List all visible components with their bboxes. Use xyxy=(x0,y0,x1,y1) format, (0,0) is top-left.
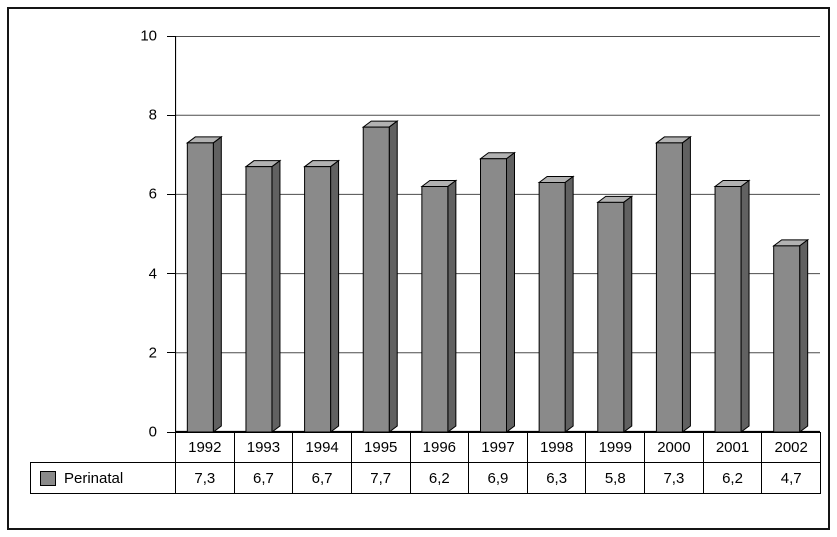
value-cell-1993: 6,7 xyxy=(233,462,294,494)
value-cell-2002: 4,7 xyxy=(761,462,821,494)
value-cell-1997: 6,9 xyxy=(468,462,528,494)
figure-border xyxy=(7,7,830,530)
value-cell-2000: 7,3 xyxy=(644,462,704,494)
bar-side-1995 xyxy=(388,120,398,433)
bar-side-2002 xyxy=(799,238,809,433)
legend: Perinatal xyxy=(30,462,176,494)
bar-1997 xyxy=(480,158,507,433)
bar-side-1993 xyxy=(271,159,281,433)
bar-side-1999 xyxy=(623,195,633,433)
bar-1995 xyxy=(362,126,390,433)
bar-side-1998 xyxy=(564,175,574,433)
plot-area xyxy=(175,36,820,433)
y-tick-mark-6 xyxy=(167,193,175,195)
year-cell-1998: 1998 xyxy=(526,432,587,463)
y-tick-label-8: 8 xyxy=(148,106,157,124)
year-cell-2001: 2001 xyxy=(702,432,763,463)
y-tick-mark-2 xyxy=(167,352,175,354)
year-cell-1992: 1992 xyxy=(175,432,235,463)
value-cell-1995: 7,7 xyxy=(350,462,411,494)
year-cell-1994: 1994 xyxy=(292,432,352,463)
y-tick-mark-0 xyxy=(167,431,175,433)
bar-1998 xyxy=(538,182,566,433)
y-tick-label-0: 0 xyxy=(148,423,157,441)
y-tick-mark-10 xyxy=(167,35,175,37)
y-tick-label-6: 6 xyxy=(148,185,157,203)
bar-2002 xyxy=(773,245,801,433)
bar-side-1996 xyxy=(447,179,457,433)
year-cell-1997: 1997 xyxy=(468,432,528,463)
bar-2001 xyxy=(714,185,742,433)
bar-1996 xyxy=(421,185,449,433)
value-cell-1994: 6,7 xyxy=(292,462,352,494)
year-cell-2002: 2002 xyxy=(761,432,821,463)
value-cell-1999: 5,8 xyxy=(585,462,646,494)
y-tick-mark-4 xyxy=(167,273,175,275)
legend-label: Perinatal xyxy=(64,469,124,487)
bar-2000 xyxy=(655,142,683,433)
year-cell-1996: 1996 xyxy=(409,432,470,463)
year-cell-1995: 1995 xyxy=(350,432,411,463)
year-cell-2000: 2000 xyxy=(644,432,704,463)
value-cell-1998: 6,3 xyxy=(526,462,587,494)
bar-side-2000 xyxy=(681,135,691,433)
y-tick-mark-8 xyxy=(167,114,175,116)
bar-1999 xyxy=(597,201,625,433)
y-tick-label-4: 4 xyxy=(148,265,157,283)
year-cell-1993: 1993 xyxy=(233,432,294,463)
year-cell-1999: 1999 xyxy=(585,432,646,463)
y-tick-label-10: 10 xyxy=(140,27,157,45)
bar-side-1992 xyxy=(212,135,222,433)
value-cell-2001: 6,2 xyxy=(702,462,763,494)
bar-1993 xyxy=(245,166,273,433)
value-cell-1996: 6,2 xyxy=(409,462,470,494)
bar-side-1997 xyxy=(506,151,515,433)
bar-1992 xyxy=(186,142,214,433)
bar-side-1994 xyxy=(330,159,340,433)
bar-1994 xyxy=(304,166,332,433)
bar-side-2001 xyxy=(740,179,750,433)
value-cell-1992: 7,3 xyxy=(175,462,235,494)
legend-color-swatch xyxy=(40,470,56,486)
y-tick-label-2: 2 xyxy=(148,344,157,362)
